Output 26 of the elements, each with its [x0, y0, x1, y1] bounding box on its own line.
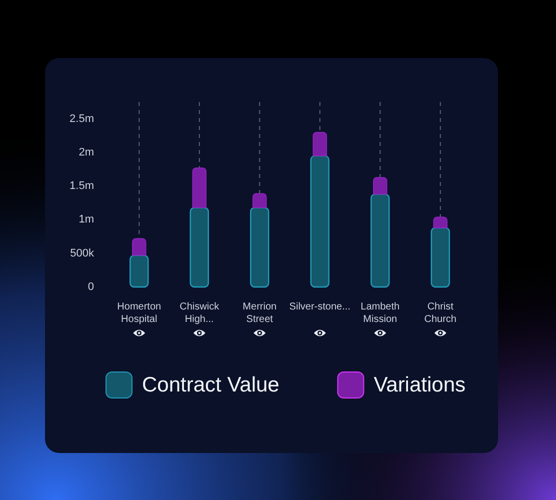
bar: [132, 238, 146, 256]
legend-label: Variations: [374, 374, 466, 396]
bar: [372, 176, 388, 195]
bar: [370, 194, 390, 288]
x-tick-label: Silver-stone...: [289, 302, 350, 312]
y-tick-label: 1m: [78, 214, 94, 226]
x-tick-label: Lambeth Mission: [360, 302, 400, 325]
y-tick-label: 0: [88, 281, 94, 293]
x-tick-label: Chiswick High...: [180, 302, 220, 325]
y-tick-label: 500k: [70, 247, 94, 260]
bar: [433, 216, 448, 228]
bar: [312, 132, 328, 156]
bar: [192, 168, 207, 208]
bar: [130, 254, 149, 288]
y-tick-label: 1.5m: [70, 180, 94, 192]
bar: [310, 155, 330, 288]
bar: [430, 227, 450, 288]
y-tick-label: 2m: [78, 146, 94, 158]
bar: [252, 193, 267, 208]
x-tick-label: Christ Church: [424, 302, 456, 325]
x-tick-label: Homerton Hospital: [117, 302, 162, 325]
bar: [250, 207, 270, 288]
bar: [190, 207, 209, 288]
x-tick-label: Merrion Street: [242, 302, 277, 325]
legend-label: Contract Value: [142, 374, 280, 396]
y-tick-label: 2.5m: [70, 112, 94, 125]
